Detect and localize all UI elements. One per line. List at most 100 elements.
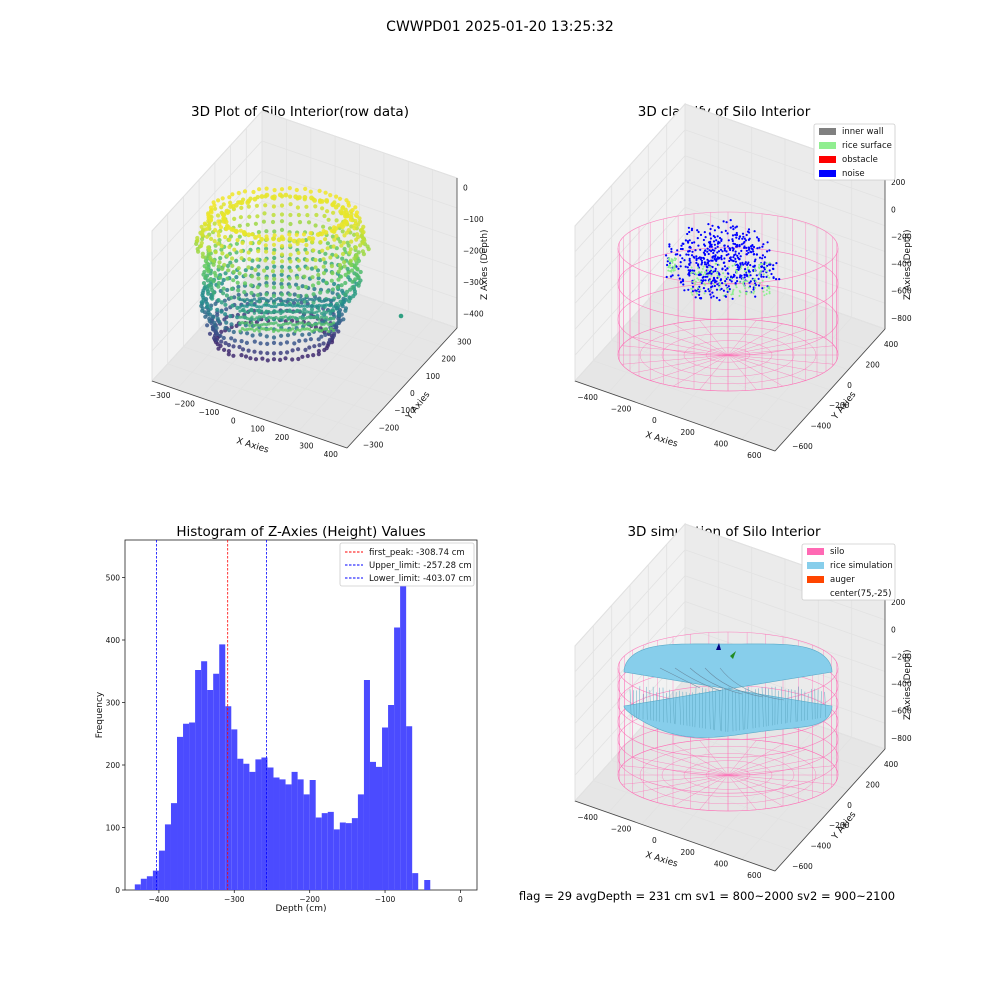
point-raw [252, 349, 257, 354]
point-raw [226, 225, 231, 230]
point-noise [738, 235, 741, 238]
point-raw [303, 247, 308, 252]
point-noise [695, 289, 698, 293]
histogram-bar [219, 644, 226, 891]
point-noise [739, 255, 742, 258]
point-raw [279, 219, 285, 224]
point-raw [334, 194, 339, 199]
point-noise [772, 276, 775, 280]
point-noise [698, 290, 701, 293]
point-raw [262, 322, 266, 326]
point-raw [332, 317, 336, 321]
point-noise [732, 228, 735, 231]
silo-wireframe-simulation [617, 631, 839, 812]
point-noise [723, 249, 727, 252]
point-raw [216, 284, 221, 289]
legend-label-inner-wall: inner wall [842, 127, 883, 137]
point-noise [775, 278, 778, 281]
point-rice-surface [691, 271, 694, 274]
point-raw [320, 311, 324, 316]
point-raw [327, 329, 331, 334]
point-raw [293, 323, 297, 327]
point-rice-surface [691, 293, 694, 296]
point-raw [255, 309, 259, 313]
point-raw [248, 323, 252, 327]
point-raw [271, 236, 276, 242]
point-raw [311, 248, 316, 253]
rice-simulation-surface [623, 643, 833, 738]
point-raw [256, 233, 262, 238]
rice-surface-mesh-line [820, 691, 822, 719]
point-noise [726, 232, 729, 235]
scatter-points-raw [194, 186, 404, 363]
point-noise [731, 238, 734, 241]
point-rice-surface [667, 269, 670, 272]
point-noise [697, 244, 700, 247]
point-rice-surface [768, 292, 771, 295]
histogram-bar [177, 736, 184, 891]
point-raw [274, 315, 278, 320]
legend-swatch-rice-simulation [807, 562, 824, 569]
point-noise [696, 237, 699, 240]
silo-floor-spoke-classify [727, 354, 824, 374]
histogram-bar [237, 758, 244, 890]
point-raw [260, 296, 264, 301]
point-noise [713, 284, 717, 288]
point-noise [768, 269, 771, 272]
point-raw [259, 236, 264, 242]
point-raw [315, 322, 319, 326]
point-raw [293, 298, 297, 302]
point-raw [320, 248, 325, 253]
y-tick-raw: 0 [410, 389, 415, 398]
point-rice-surface [739, 267, 742, 270]
point-raw [255, 327, 259, 331]
point-noise [744, 261, 747, 264]
point-noise [697, 257, 700, 260]
point-noise [721, 250, 724, 253]
point-noise [702, 251, 706, 254]
point-raw [322, 316, 326, 320]
point-raw [332, 237, 337, 242]
point-raw [321, 224, 326, 229]
point-raw [271, 251, 276, 256]
histogram-bar [363, 680, 370, 890]
point-raw [339, 283, 344, 288]
point-raw [235, 238, 240, 243]
point-raw [307, 345, 312, 350]
point-raw [207, 331, 213, 336]
point-rice-surface [732, 290, 734, 293]
point-raw [315, 297, 319, 301]
point-noise [763, 261, 766, 264]
point-noise [716, 283, 719, 286]
point-raw [201, 281, 207, 286]
point-noise [753, 253, 756, 256]
point-raw [229, 336, 234, 341]
point-raw [284, 299, 288, 303]
point-rice-surface [690, 287, 693, 290]
point-raw [271, 340, 277, 345]
point-noise [736, 256, 740, 259]
point-raw [208, 306, 213, 311]
point-raw [291, 310, 295, 314]
point-raw [284, 303, 288, 307]
point-raw [228, 260, 233, 265]
rice-surface-mesh-line [811, 688, 813, 720]
point-raw [298, 298, 302, 302]
point-raw [284, 309, 288, 313]
point-raw [288, 259, 293, 264]
point-raw [270, 219, 276, 225]
point-raw [208, 205, 214, 210]
point-raw [272, 276, 277, 281]
point-noise [735, 236, 738, 239]
rice-surface-mesh-line [708, 690, 711, 730]
z-tick-labels-simulation: 200 0 −200 −400 −600 −800 [891, 598, 912, 743]
point-raw [254, 203, 259, 208]
point-noise [696, 229, 699, 232]
point-noise [698, 273, 701, 277]
point-noise [679, 254, 682, 257]
point-noise [753, 265, 756, 268]
point-raw [310, 310, 314, 314]
point-raw [264, 276, 269, 281]
point-raw [250, 327, 254, 331]
point-raw [274, 298, 278, 302]
